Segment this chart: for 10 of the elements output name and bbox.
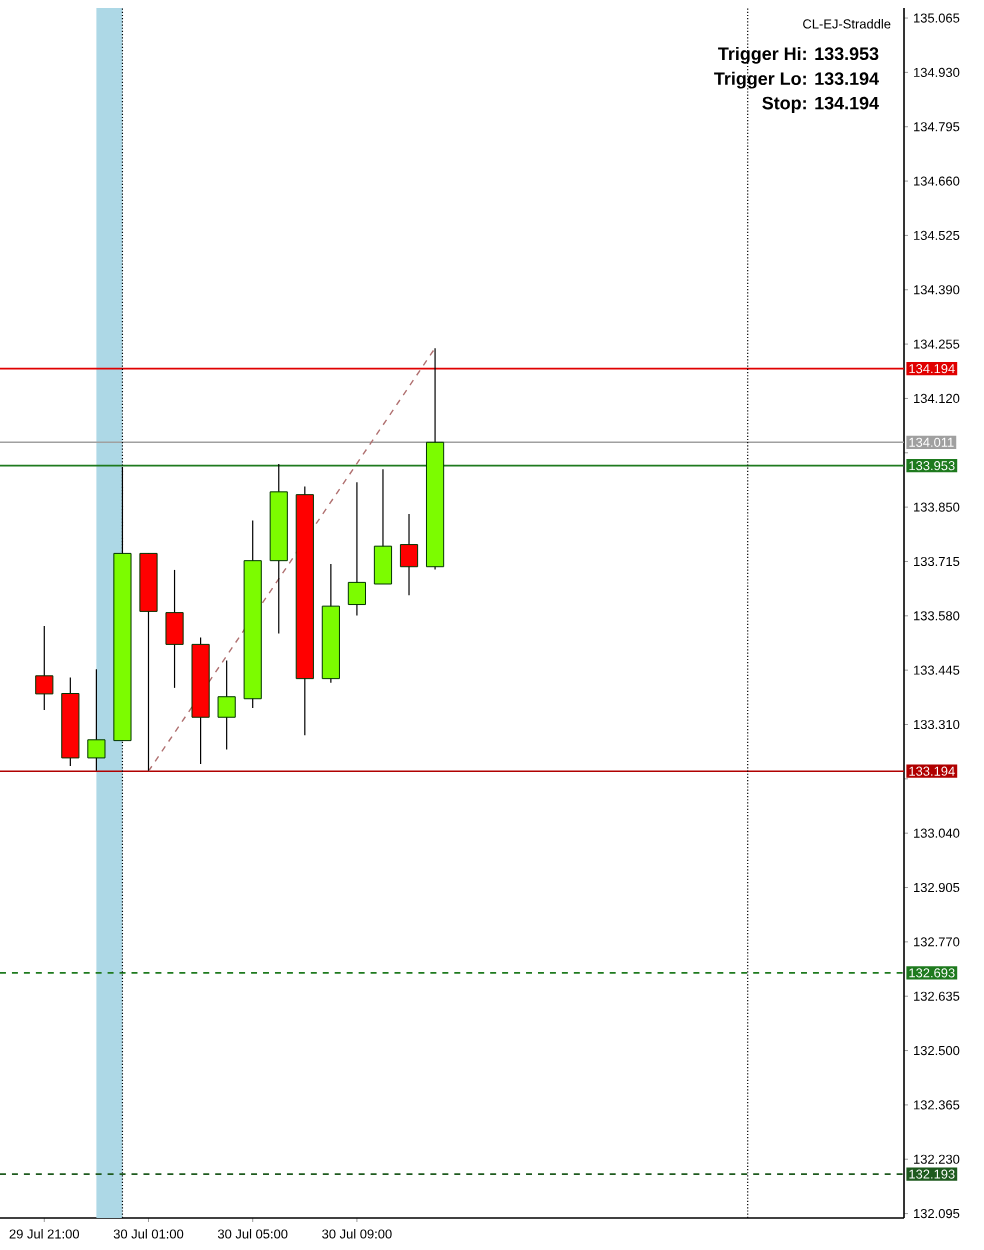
candlestick [347,481,367,617]
candlestick [165,569,184,689]
candlestick [217,659,236,751]
candlestick [35,625,54,711]
annotation: Trigger Hi: 133.953 [718,46,879,64]
annotation: Trigger Lo: 133.194 [714,71,879,89]
candlestick [399,513,419,596]
candlestick [373,468,393,585]
annotation: Stop: 134.194 [762,96,879,113]
candlestick [87,668,106,772]
